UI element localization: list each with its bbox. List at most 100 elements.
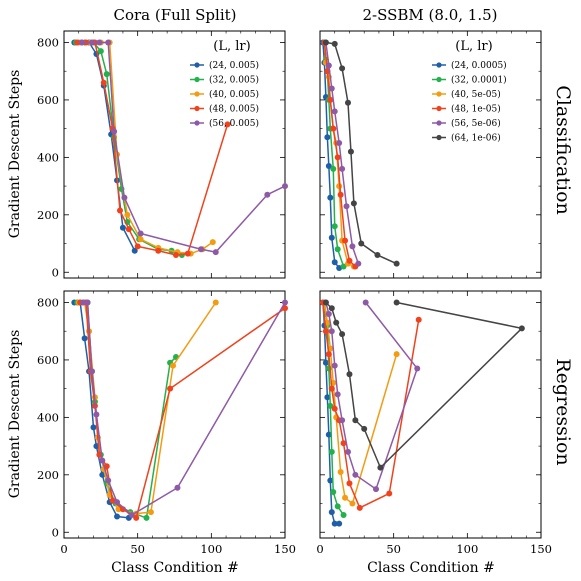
row-title-classification: Classification xyxy=(552,85,574,215)
legend-swatch-marker xyxy=(436,76,442,83)
data-point xyxy=(80,299,87,306)
data-point xyxy=(324,134,331,141)
series xyxy=(78,39,288,256)
axes-frame xyxy=(319,30,542,279)
data-point xyxy=(125,226,132,233)
data-point xyxy=(105,39,112,46)
data-point xyxy=(331,405,338,412)
data-point xyxy=(322,39,329,46)
ylabel-bottom: Gradient Descent Steps xyxy=(7,330,23,499)
data-point xyxy=(334,391,341,398)
row-title-regression: Regression xyxy=(552,358,574,465)
data-point xyxy=(352,417,359,424)
col-title-cora: Cora (Full Split) xyxy=(113,6,236,24)
xlabel-right: Class Condition # xyxy=(367,560,495,576)
data-point xyxy=(331,40,338,47)
data-point xyxy=(147,509,154,516)
data-point xyxy=(328,385,335,392)
x-tick-label: 150 xyxy=(274,542,296,556)
data-point xyxy=(336,520,343,527)
x-tick-label: 150 xyxy=(530,542,552,556)
data-point xyxy=(198,246,205,253)
data-point xyxy=(342,237,349,244)
legend-entry: (24, 0.0005) xyxy=(451,60,507,71)
data-point xyxy=(324,394,331,401)
series xyxy=(74,39,231,259)
data-point xyxy=(361,425,368,432)
ylabel-top: Gradient Descent Steps xyxy=(7,70,23,239)
data-point xyxy=(333,319,340,326)
legend-swatch-marker xyxy=(194,120,200,126)
data-point xyxy=(339,65,346,72)
x-tick-label: 50 xyxy=(386,542,401,556)
series-line xyxy=(83,301,286,516)
data-point xyxy=(325,310,332,317)
data-point xyxy=(325,162,332,169)
ticks: 0 200 400 600 800 xyxy=(37,31,286,279)
data-point xyxy=(322,359,329,366)
data-point xyxy=(325,351,332,358)
data-point xyxy=(344,448,351,455)
series-line xyxy=(74,301,129,519)
y-tick-label: 600 xyxy=(37,353,59,367)
series-line xyxy=(323,302,398,505)
data-point xyxy=(386,490,393,497)
data-point xyxy=(209,239,216,246)
legend-swatch-marker xyxy=(436,105,442,112)
data-point xyxy=(103,71,110,78)
series-line xyxy=(77,41,229,256)
data-point xyxy=(340,440,347,447)
series xyxy=(75,299,219,517)
data-point xyxy=(134,243,141,250)
data-point xyxy=(356,504,363,511)
data-point xyxy=(328,448,335,455)
data-point xyxy=(331,259,338,266)
y-tick-label: 400 xyxy=(37,150,59,164)
y-tick-label: 0 xyxy=(52,525,59,539)
panel-ssbm-regression: 0 50 100 150 xyxy=(316,290,552,556)
y-tick-label: 200 xyxy=(37,468,59,482)
axes-frame xyxy=(63,290,286,539)
data-point xyxy=(331,520,338,527)
data-point xyxy=(374,252,381,259)
data-point xyxy=(322,328,329,335)
series xyxy=(322,39,362,267)
data-point xyxy=(327,477,334,484)
x-tick-label: 0 xyxy=(60,542,67,556)
data-point xyxy=(352,471,359,478)
data-point xyxy=(349,500,356,507)
data-point xyxy=(282,305,288,312)
data-point xyxy=(93,411,100,418)
data-point xyxy=(331,362,338,369)
data-point xyxy=(325,62,332,69)
data-point xyxy=(84,299,91,306)
panel-cora-classification: 0 200 400 600 800 (L, lr) (24, 0.005) (32, 0.00… xyxy=(37,30,288,279)
x-tick-label: 100 xyxy=(456,542,478,556)
legend-swatch-marker xyxy=(436,134,442,141)
x-tick-label: 100 xyxy=(200,542,222,556)
y-tick-label: 200 xyxy=(37,208,59,222)
data-point xyxy=(81,335,88,342)
legend-swatch-marker xyxy=(194,62,200,68)
ticks: 0 50 100 150 0 200 400 600 800 xyxy=(37,291,296,556)
data-point xyxy=(328,328,335,335)
series xyxy=(319,299,343,527)
data-point xyxy=(328,509,335,516)
legend-entry: (48, 0.005) xyxy=(209,104,259,115)
axes-frame xyxy=(63,30,286,279)
legend-swatch-marker xyxy=(436,91,442,97)
legend-entry: (32, 0.0001) xyxy=(451,75,507,86)
y-tick-label: 800 xyxy=(37,295,59,309)
data-point xyxy=(119,224,126,231)
data-point xyxy=(282,183,288,190)
data-point xyxy=(330,165,337,172)
legend-title: (L, lr) xyxy=(455,39,492,54)
data-point xyxy=(350,200,357,207)
data-point xyxy=(334,154,341,161)
data-point xyxy=(327,96,334,103)
series-line xyxy=(78,41,214,255)
data-point xyxy=(99,471,106,478)
y-tick-label: 400 xyxy=(37,410,59,424)
data-point xyxy=(328,305,335,312)
data-point xyxy=(347,148,354,155)
